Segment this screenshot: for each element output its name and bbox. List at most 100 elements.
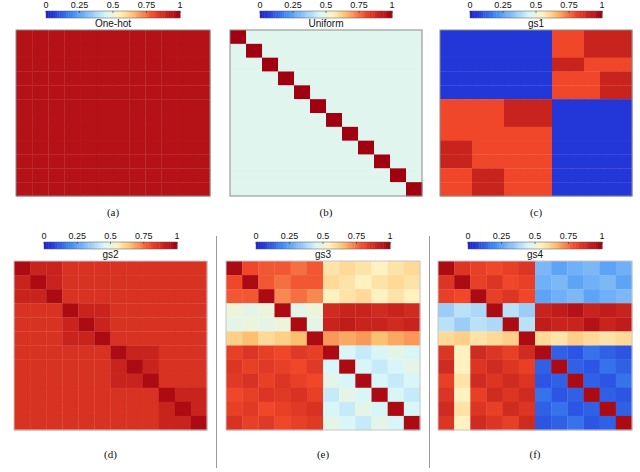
heatmap-cell (258, 303, 274, 317)
heatmap-cell (16, 44, 32, 58)
heatmap-cell (46, 317, 62, 331)
heatmap-cell (504, 72, 520, 86)
heatmap-cell (536, 113, 552, 127)
heatmap-cell (342, 58, 358, 72)
heatmap-cell (440, 155, 456, 169)
heatmap-cell (78, 416, 94, 430)
heatmap-cell (600, 416, 616, 430)
colorbar-tick (177, 242, 178, 244)
heatmap-cell (178, 30, 194, 44)
heatmap-cell (127, 388, 143, 402)
heatmap-cell (488, 99, 504, 113)
heatmap-cell (456, 99, 472, 113)
heatmap-cell (326, 127, 342, 141)
colorbar-tick (569, 11, 570, 13)
heatmap-cell (440, 30, 456, 44)
heatmap-cell (616, 402, 632, 416)
heatmap-cell (342, 127, 358, 141)
heatmap-cell (404, 331, 420, 345)
heatmap-cell (62, 331, 78, 345)
heatmap-cell (600, 155, 616, 169)
heatmap-cell (470, 289, 486, 303)
heatmap-cell (600, 44, 616, 58)
heatmap-cell (242, 289, 258, 303)
heatmap-cell (535, 317, 551, 331)
heatmap-cell (616, 346, 632, 360)
plot-frame (16, 30, 210, 196)
heatmap-cell (30, 317, 46, 331)
heatmap-cell (291, 388, 307, 402)
heatmap-cell (111, 331, 127, 345)
heatmap-cell (372, 331, 388, 345)
plot-frame (440, 30, 632, 196)
heatmap-cell (30, 261, 46, 275)
colorbar-tick (326, 11, 327, 13)
heatmap-cell (323, 374, 339, 388)
heatmap-cell (600, 113, 616, 127)
heatmap-cell (113, 85, 129, 99)
colorbar-tick (293, 11, 294, 13)
heatmap-cell (30, 374, 46, 388)
heatmap-cell (46, 346, 62, 360)
heatmap-cell (129, 72, 145, 86)
heatmap-cell (65, 155, 81, 169)
heatmap-cell (275, 331, 291, 345)
heatmap-cell (406, 58, 422, 72)
heatmap-cell (470, 374, 486, 388)
heatmap-cell (159, 374, 175, 388)
heatmap-cell (127, 289, 143, 303)
heatmap-cell (113, 141, 129, 155)
heatmap-cell (472, 141, 488, 155)
heatmap-cell (143, 346, 159, 360)
heatmap-cell (162, 72, 178, 86)
heatmap-cell (390, 182, 406, 196)
heatmap-cell (294, 141, 310, 155)
panel: 00.250.50.751One-hot(a) (16, 0, 210, 219)
heatmap-cell (162, 182, 178, 196)
heatmap-cell (143, 331, 159, 345)
heatmap-cell (278, 72, 294, 86)
plot-frame (438, 261, 632, 430)
heatmap-cell (226, 261, 242, 275)
heatmap-cell (226, 374, 242, 388)
heatmap-cell (584, 331, 600, 345)
heatmap-cell (456, 44, 472, 58)
heatmap-cell (242, 303, 258, 317)
heatmap-cell (551, 374, 567, 388)
colorbar-tick-label: 1 (387, 231, 392, 241)
heatmap-cell (358, 155, 374, 169)
heatmap-cell (194, 141, 210, 155)
heatmap-cell (487, 416, 503, 430)
heatmap-cell (46, 275, 62, 289)
heatmap-cell (323, 346, 339, 360)
heatmap-cell (246, 85, 262, 99)
heatmap-cell (129, 58, 145, 72)
heatmap-cell (390, 113, 406, 127)
heatmap-cell (535, 388, 551, 402)
heatmap-cell (175, 331, 191, 345)
heatmap-cell (552, 127, 568, 141)
heatmap-cell (32, 58, 48, 72)
heatmap-cell (113, 30, 129, 44)
heatmap-cell (32, 44, 48, 58)
heatmap-cell (278, 182, 294, 196)
heatmap-cell (440, 127, 456, 141)
heatmap-cell (113, 58, 129, 72)
heatmap-cell (567, 317, 583, 331)
heatmap-cell (388, 261, 404, 275)
heatmap-cell (472, 99, 488, 113)
heatmap-cell (339, 402, 355, 416)
heatmap-cell (48, 99, 64, 113)
heatmap-cell (388, 317, 404, 331)
heatmap-cell (159, 289, 175, 303)
heatmap-cell (503, 416, 519, 430)
heatmap-cell (440, 72, 456, 86)
heatmap-cell (374, 99, 390, 113)
heatmap-cell (342, 182, 358, 196)
heatmap-cell (404, 303, 420, 317)
heatmap-cell (16, 30, 32, 44)
heatmap-cell (374, 30, 390, 44)
heatmap-cell (258, 360, 274, 374)
heatmap-cell (503, 331, 519, 345)
heatmap-cell (307, 303, 323, 317)
